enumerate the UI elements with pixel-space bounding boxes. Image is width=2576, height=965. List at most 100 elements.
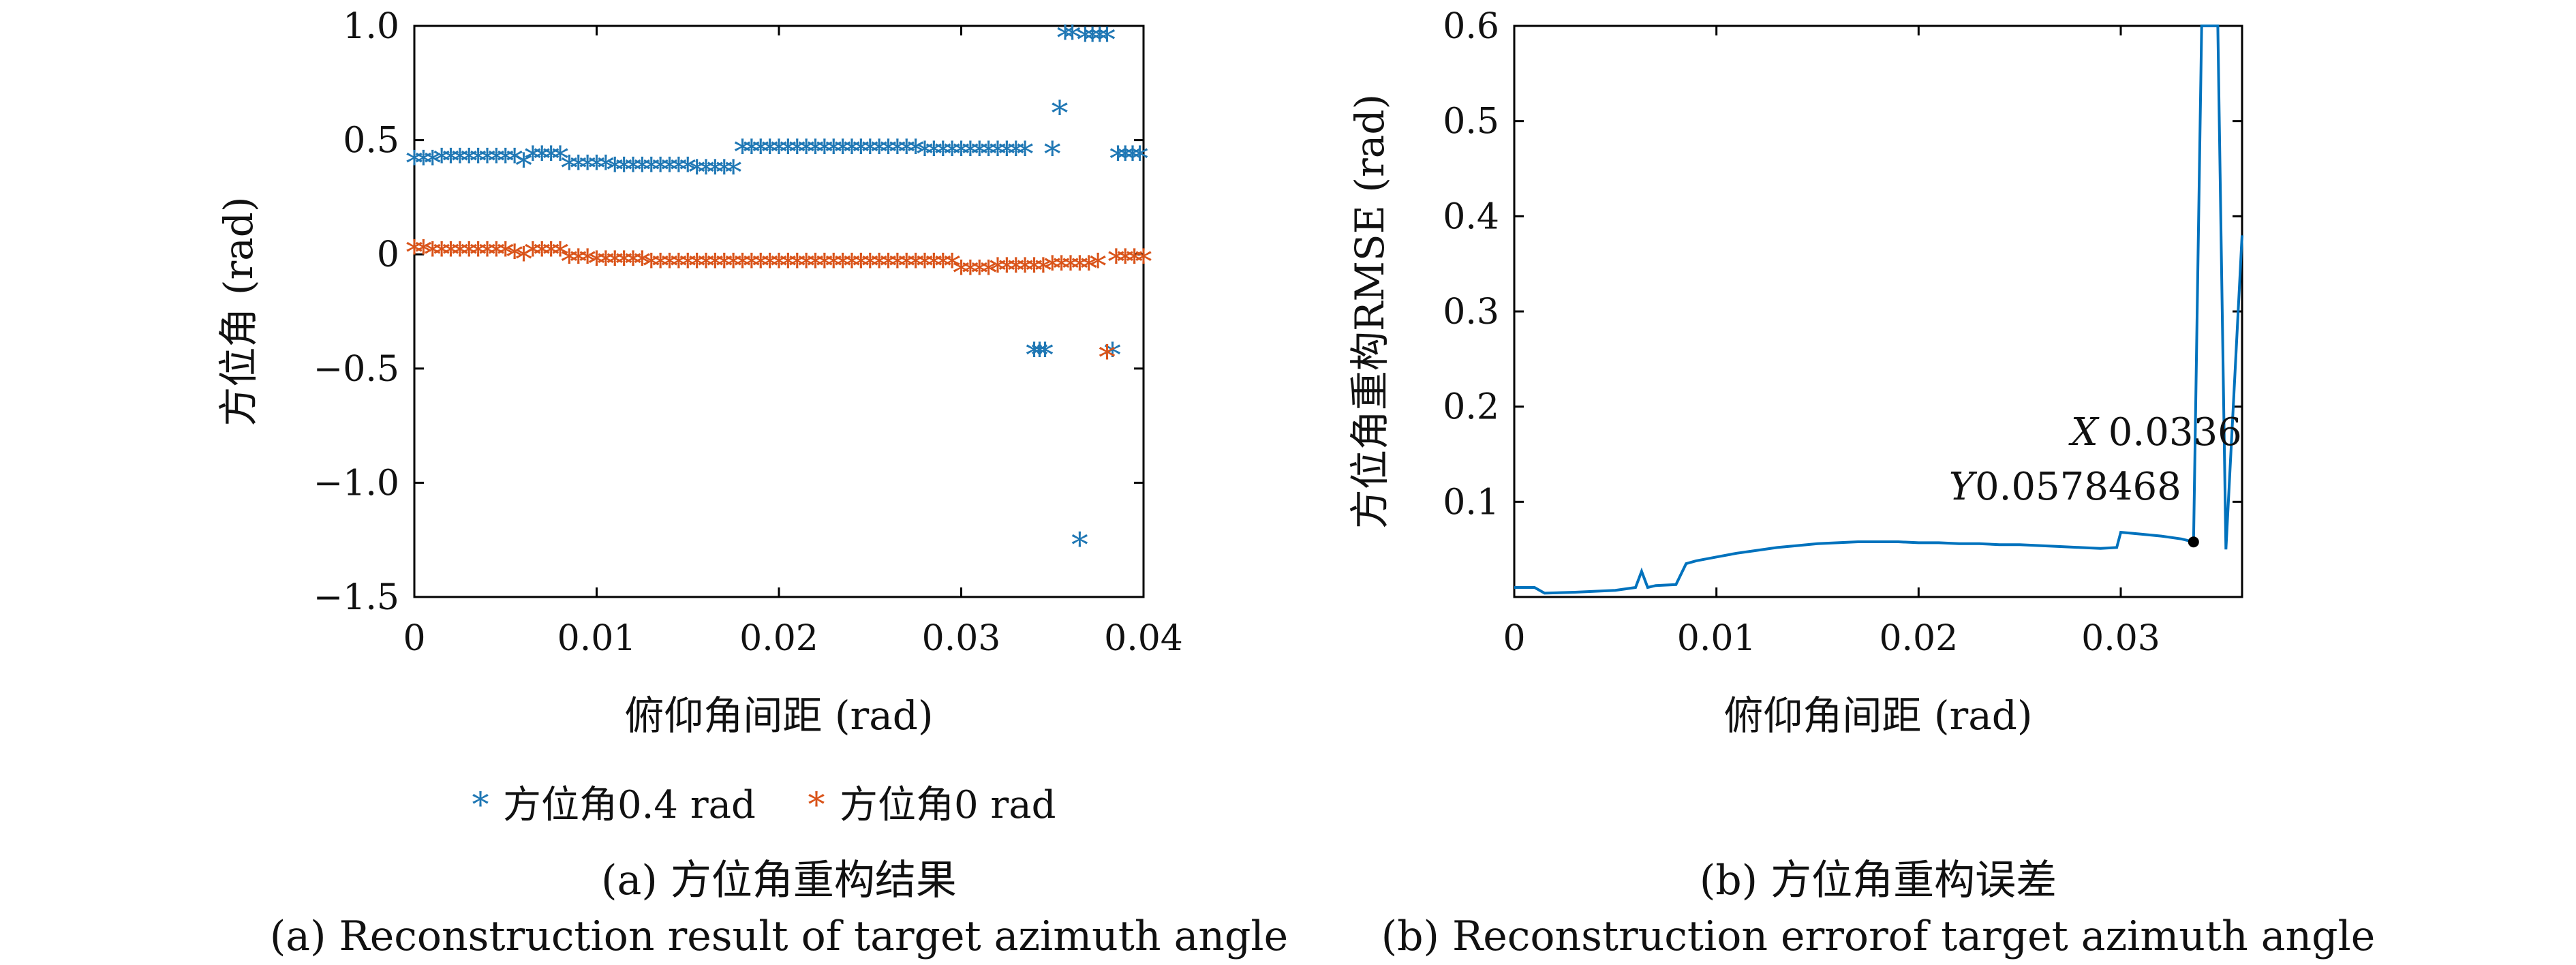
series-1-point: * xyxy=(816,132,833,172)
series-2-point: * xyxy=(652,247,669,286)
series-1-point: * xyxy=(688,153,705,193)
panel-a-ticks: 0 0.01 0.02 0.03 0.04 1.0 0.5 0 −0.5 −1.0 −1.5 xyxy=(313,6,1183,659)
series-1-point: * xyxy=(934,135,951,174)
series-1-point: * xyxy=(542,139,559,179)
series-2-point: * xyxy=(917,247,934,286)
series-2-point: * xyxy=(1135,242,1152,281)
series-1-point: * xyxy=(1077,20,1094,60)
series-1-point: * xyxy=(990,135,1007,174)
series-1-point: * xyxy=(625,151,642,190)
series-2-point: * xyxy=(552,235,569,275)
series-1-point: * xyxy=(780,132,797,172)
series-1-point: * xyxy=(515,146,532,185)
series-2-point: * xyxy=(643,247,660,286)
series-2-point: * xyxy=(1107,242,1124,281)
series-2-point: * xyxy=(734,247,751,286)
series-2-point: * xyxy=(479,235,496,275)
series-2-point: * xyxy=(944,247,961,286)
series-1-point: * xyxy=(1044,135,1061,174)
series-1-point: * xyxy=(1084,20,1101,60)
series-1-point: * xyxy=(461,142,478,181)
series-2-point: * xyxy=(925,247,942,286)
series-1-point: * xyxy=(597,149,614,188)
series-2-point: * xyxy=(990,251,1007,291)
panel-b-ticks: 0 0.01 0.02 0.03 0.1 0.2 0.3 0.4 0.5 0.6 xyxy=(1443,6,2242,659)
panel-b-plot-frame xyxy=(1513,25,2243,598)
series-1-point: * xyxy=(1064,18,1081,58)
series-1-point: * xyxy=(907,132,924,172)
series-2-point: * xyxy=(506,238,523,277)
series-2-point: * xyxy=(634,245,651,284)
series-1-point: * xyxy=(1091,20,1108,60)
series-2-point: * xyxy=(1007,251,1024,291)
series-1-point: * xyxy=(771,132,788,172)
legend-label-series-1: 方位角0.4 rad xyxy=(503,783,756,827)
y-tick-label: 0.6 xyxy=(1443,6,1499,47)
series-2-point: * xyxy=(607,245,624,284)
series-2-point: * xyxy=(1080,249,1097,288)
panel-a-plot-frame xyxy=(413,25,1145,598)
series-2-point: * xyxy=(771,247,788,286)
series-2-point: * xyxy=(853,247,870,286)
series-1-point: * xyxy=(1117,139,1134,179)
series-2-point: * xyxy=(780,247,797,286)
annotation-marker xyxy=(2188,536,2199,548)
series-2-point: * xyxy=(670,247,687,286)
series-2-point: * xyxy=(889,247,906,286)
series-1-point: * xyxy=(917,135,934,174)
series-1-point: * xyxy=(889,132,906,172)
panel-a-points: ****************************************… xyxy=(406,18,1152,565)
series-2-point: * xyxy=(752,247,769,286)
panel-a-chart: 0 0.01 0.02 0.03 0.041.00.50−0.5−1.0−1.5 ***… xyxy=(215,6,1288,960)
series-2-point: * xyxy=(661,247,678,286)
series-2-point: * xyxy=(725,247,742,286)
series-1-point: * xyxy=(1017,135,1034,174)
series-2-point: * xyxy=(743,247,760,286)
series-1-point: * xyxy=(634,151,651,190)
panel-b-annotation: X 0.0336 Y 0.0578468 xyxy=(1949,410,2242,548)
x-tick-label: 0.01 xyxy=(557,618,637,659)
series-1-point: * xyxy=(880,132,897,172)
series-2-point: * xyxy=(761,247,778,286)
series-2-point: * xyxy=(807,247,824,286)
series-2-point: * xyxy=(579,242,596,281)
series-2-point: * xyxy=(871,247,888,286)
y-tick-label: −1.5 xyxy=(313,577,399,618)
panel-b-y-axis-label: 方位角重构RMSE (rad) xyxy=(1347,94,1393,529)
series-2-point: * xyxy=(406,233,423,273)
legend-label-series-2: 方位角0 rad xyxy=(840,783,1056,827)
panel-b-caption-en: (b) Reconstruction errorof target azimut… xyxy=(1381,913,2376,960)
y-tick-label: 0.5 xyxy=(343,121,399,162)
series-2-point: * xyxy=(1099,338,1116,378)
series-2-point: * xyxy=(534,235,551,275)
series-2-point: * xyxy=(844,247,861,286)
series-2-point: * xyxy=(615,245,632,284)
series-1-point: * xyxy=(643,151,660,190)
series-2-point: * xyxy=(542,235,559,275)
series-1-point: * xyxy=(788,132,806,172)
series-1-point: * xyxy=(898,132,915,172)
series-1-point: * xyxy=(506,142,523,181)
series-2-point: * xyxy=(1126,242,1143,281)
annotation-y-label: Y xyxy=(1949,465,1978,509)
series-1-point: * xyxy=(944,135,961,174)
series-2-point: * xyxy=(1071,249,1088,288)
x-tick-label: 0.03 xyxy=(922,618,1001,659)
series-2-point: * xyxy=(524,235,541,275)
series-2-point: * xyxy=(962,254,979,293)
series-2-point: * xyxy=(1090,247,1107,286)
series-2-point: * xyxy=(816,247,833,286)
series-2-point: * xyxy=(497,235,514,275)
series-1-point: * xyxy=(1124,139,1141,179)
series-1-point: * xyxy=(1051,93,1068,133)
series-2-point: * xyxy=(934,247,951,286)
panel-a-caption-en: (a) Reconstruction result of target azim… xyxy=(270,913,1288,960)
series-1-point: * xyxy=(488,142,505,181)
series-2-point: * xyxy=(561,242,578,281)
series-2-point: * xyxy=(861,247,878,286)
series-1-point: * xyxy=(962,135,979,174)
y-tick-label: −1.0 xyxy=(313,463,399,504)
series-2-point: * xyxy=(1017,251,1034,291)
series-1-point: * xyxy=(588,149,605,188)
series-1-point: * xyxy=(798,132,815,172)
